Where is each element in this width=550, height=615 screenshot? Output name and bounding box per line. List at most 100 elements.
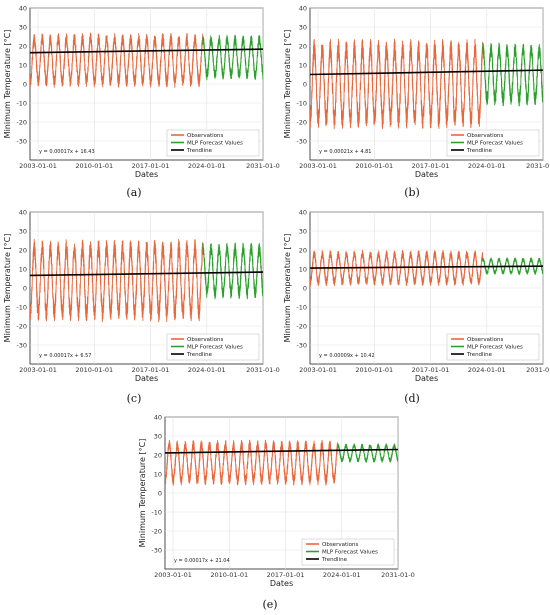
y-tick-label: -20 <box>16 322 27 330</box>
x-tick-label: 2031-01-0 <box>246 162 280 170</box>
y-tick-label: 40 <box>154 413 162 421</box>
trendline-series <box>310 69 543 76</box>
y-tick-label: 40 <box>19 208 27 216</box>
panel-caption: (a) <box>126 186 141 199</box>
x-tick-label: 2010-01-01 <box>210 571 248 579</box>
x-tick-label: 2024-01-01 <box>468 162 506 170</box>
x-tick-label: 2010-01-01 <box>355 162 393 170</box>
chart-panel: -30 -20 -10 0 10 20 30 40 2003-01-01 2010-01-01 20… <box>283 4 550 199</box>
legend-entry: Observations <box>322 542 358 548</box>
trendline-series <box>165 448 398 454</box>
x-tick-label: 2024-01-01 <box>188 366 226 374</box>
y-tick-label: 20 <box>299 42 307 50</box>
x-tick-label: 2003-01-01 <box>19 162 57 170</box>
y-tick-label: 0 <box>23 284 27 292</box>
panel-caption: (c) <box>127 392 142 405</box>
chart-panel: -30 -20 -10 0 10 20 30 40 2003-01-01 2010-01-01 20… <box>3 208 280 405</box>
y-axis-label: Minimum Temperature [°C] <box>3 30 12 139</box>
y-tick-label: 30 <box>19 23 27 31</box>
x-tick-label: 2003-01-01 <box>19 366 57 374</box>
observations-series <box>310 249 484 287</box>
y-tick-label: 10 <box>154 470 162 478</box>
y-tick-label: 10 <box>19 61 27 69</box>
trendline-equation: y = 0.00021x + 4.81 <box>319 149 371 155</box>
panel-caption: (e) <box>262 598 277 611</box>
y-tick-label: -30 <box>151 546 162 554</box>
panel-caption: (b) <box>404 186 420 199</box>
y-tick-label: 10 <box>19 265 27 273</box>
x-axis-label: Dates <box>135 374 158 383</box>
x-tick-label: 2024-01-01 <box>468 366 506 374</box>
y-tick-label: -20 <box>296 118 307 126</box>
trendline-series <box>310 265 543 269</box>
y-tick-label: -10 <box>296 99 307 107</box>
observations-series <box>310 38 484 130</box>
x-tick-label: 2010-01-01 <box>355 366 393 374</box>
y-axis-label: Minimum Temperature [°C] <box>283 30 292 139</box>
y-tick-label: 20 <box>154 451 162 459</box>
legend-entry: Trendline <box>321 557 348 563</box>
panel-caption: (d) <box>404 392 420 405</box>
legend-entry: Observations <box>467 133 503 139</box>
legend-entry: MLP Forecast Values <box>467 345 523 351</box>
legend-entry: MLP Forecast Values <box>322 550 378 556</box>
trendline-series <box>30 271 263 277</box>
legend-entry: MLP Forecast Values <box>187 141 243 147</box>
x-tick-label: 2031-01-0 <box>526 162 550 170</box>
x-tick-label: 2017-01-01 <box>412 366 450 374</box>
y-tick-label: 40 <box>299 4 307 12</box>
chart-panel: -30 -20 -10 0 10 20 30 40 2003-01-01 2010-01-01 20… <box>138 413 415 611</box>
y-tick-label: -10 <box>151 508 162 516</box>
y-tick-label: 30 <box>154 432 162 440</box>
y-tick-label: 40 <box>299 208 307 216</box>
y-tick-label: -30 <box>16 137 27 145</box>
x-tick-label: 2017-01-01 <box>132 366 170 374</box>
y-tick-label: 10 <box>299 61 307 69</box>
x-tick-label: 2024-01-01 <box>323 571 361 579</box>
trendline-equation: y = 0.00017x + 21.04 <box>174 558 230 564</box>
observations-series <box>30 32 204 88</box>
y-tick-label: -30 <box>296 137 307 145</box>
y-tick-label: 20 <box>19 246 27 254</box>
y-tick-label: -20 <box>296 322 307 330</box>
mlp-forecast-series <box>337 443 398 463</box>
y-tick-label: 0 <box>303 80 307 88</box>
y-tick-label: 30 <box>299 23 307 31</box>
legend-entry: MLP Forecast Values <box>467 141 523 147</box>
x-tick-label: 2024-01-01 <box>188 162 226 170</box>
y-tick-label: -10 <box>296 303 307 311</box>
x-tick-label: 2010-01-01 <box>75 366 113 374</box>
x-tick-label: 2017-01-01 <box>412 162 450 170</box>
x-tick-label: 2031-01-0 <box>381 571 415 579</box>
y-axis-label: Minimum Temperature [°C] <box>283 234 292 343</box>
mlp-forecast-series <box>482 42 543 107</box>
x-tick-label: 2031-01-0 <box>246 366 280 374</box>
legend-entry: Observations <box>187 133 223 139</box>
x-tick-label: 2003-01-01 <box>299 366 337 374</box>
y-tick-label: 40 <box>19 4 27 12</box>
x-axis-label: Dates <box>135 170 158 179</box>
y-tick-label: -30 <box>16 341 27 349</box>
x-tick-label: 2017-01-01 <box>132 162 170 170</box>
y-tick-label: -20 <box>151 527 162 535</box>
y-axis-label: Minimum Temperature [°C] <box>3 234 12 343</box>
trendline-series <box>30 48 263 54</box>
y-tick-label: 10 <box>299 265 307 273</box>
trendline-equation: y = 0.00017x + 16.43 <box>39 149 95 155</box>
legend-entry: MLP Forecast Values <box>187 345 243 351</box>
y-tick-label: -10 <box>16 303 27 311</box>
x-axis-label: Dates <box>270 579 293 588</box>
y-tick-label: 0 <box>158 489 162 497</box>
mlp-forecast-series <box>202 34 263 81</box>
trendline-equation: y = 0.00009x + 10.42 <box>319 353 375 359</box>
legend-entry: Trendline <box>466 352 493 358</box>
x-axis-label: Dates <box>415 170 438 179</box>
y-tick-label: -20 <box>16 118 27 126</box>
legend-entry: Trendline <box>186 352 213 358</box>
x-tick-label: 2003-01-01 <box>299 162 337 170</box>
x-axis-label: Dates <box>415 374 438 383</box>
